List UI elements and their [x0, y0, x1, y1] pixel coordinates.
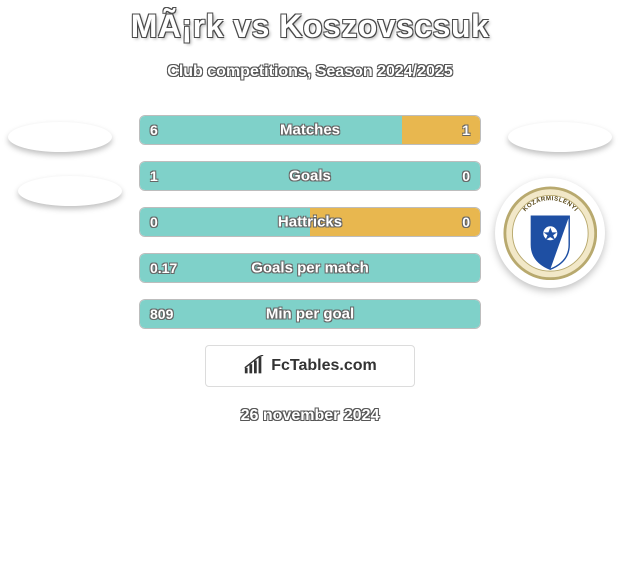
stat-row: Matches 6 1 [139, 115, 481, 145]
stat-row: Goals per match 0.17 [139, 253, 481, 283]
stat-value-left: 1 [150, 168, 158, 184]
comparison-widget: MÃ¡rk vs Koszovscsuk Club competitions, … [0, 0, 620, 580]
stat-label: Min per goal [266, 306, 354, 323]
brand-box[interactable]: FcTables.com [205, 345, 415, 387]
stat-value-right: 0 [462, 214, 470, 230]
stat-label: Goals per match [251, 260, 369, 277]
stat-row: Hattricks 0 0 [139, 207, 481, 237]
stat-value-right: 1 [462, 122, 470, 138]
stat-label: Matches [280, 122, 340, 139]
date-label: 26 november 2024 [0, 407, 620, 425]
bar-chart-icon [243, 355, 265, 377]
stat-row: Min per goal 809 [139, 299, 481, 329]
brand-label: FcTables.com [271, 357, 377, 375]
stat-row: Goals 1 0 [139, 161, 481, 191]
bar-fill-left [140, 116, 402, 144]
comparison-bars: Matches 6 1 Goals 1 0 Hattricks 0 0 Goals per mat… [0, 115, 620, 329]
stat-value-left: 809 [150, 306, 173, 322]
page-title: MÃ¡rk vs Koszovscsuk [0, 0, 620, 45]
stat-value-left: 0.17 [150, 260, 177, 276]
stat-label: Hattricks [278, 214, 342, 231]
stat-value-left: 0 [150, 214, 158, 230]
stat-label: Goals [289, 168, 331, 185]
stat-value-right: 0 [462, 168, 470, 184]
stat-value-left: 6 [150, 122, 158, 138]
subtitle: Club competitions, Season 2024/2025 [0, 63, 620, 81]
